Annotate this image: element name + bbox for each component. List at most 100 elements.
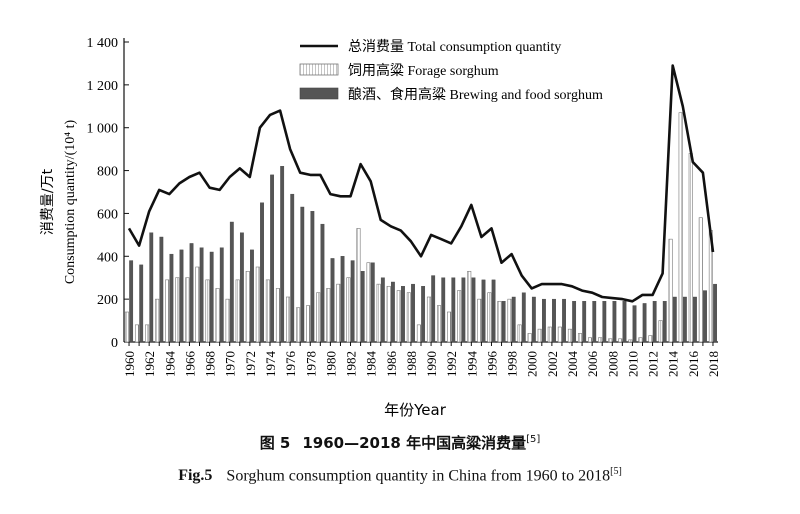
forage-bar — [316, 292, 321, 343]
forage-bar — [457, 290, 462, 343]
brewing-food-bar — [672, 296, 677, 343]
forage-bar — [688, 153, 693, 343]
brewing-food-bar — [491, 279, 496, 343]
x-tick-label: 2016 — [686, 351, 701, 378]
forage-bar — [255, 266, 260, 343]
y-tick-label: 800 — [97, 165, 118, 180]
x-tick-label: 1994 — [464, 351, 479, 378]
forage-bar — [185, 277, 190, 343]
y-tick-label: 200 — [97, 293, 118, 308]
forage-bar — [386, 285, 391, 343]
brewing-food-bar — [451, 277, 456, 343]
x-tick-label: 1980 — [323, 351, 338, 377]
brewing-food-bar — [401, 286, 405, 343]
forage-bar — [557, 326, 562, 343]
forage-bar — [265, 279, 270, 343]
brewing-food-bar — [129, 260, 134, 343]
forage-bar — [376, 283, 381, 343]
x-tick-label: 2014 — [666, 351, 681, 378]
brewing-food-bar — [511, 296, 516, 343]
caption-cn-figure-number: 图 5 — [259, 434, 291, 452]
brewing-food-bar — [330, 258, 335, 343]
brewing-food-bar — [592, 301, 597, 343]
brewing-food-bar — [270, 174, 275, 343]
forage-bar — [235, 279, 240, 343]
x-tick-label: 1982 — [344, 351, 359, 377]
caption-english: Fig.5 Sorghum consumption quantity in Chi… — [0, 466, 800, 485]
brewing-food-bar — [310, 211, 315, 343]
forage-bar — [124, 311, 129, 343]
x-tick-label: 1962 — [142, 351, 157, 377]
brewing-food-bar — [461, 277, 466, 343]
forage-bar — [467, 270, 472, 343]
y-tick-label: 1 200 — [87, 79, 119, 94]
forage-bar — [487, 292, 492, 343]
y-tick-label: 1 000 — [87, 122, 119, 137]
brewing-food-bar — [471, 277, 476, 343]
forage-bar — [698, 217, 703, 343]
brewing-food-bar — [360, 271, 365, 343]
brewing-food-bar — [431, 275, 436, 343]
legend-hatched-swatch — [299, 63, 339, 76]
brewing-food-bar — [149, 232, 154, 343]
legend-label-forage: 饲用高粱 Forage sorghum — [348, 62, 499, 79]
forage-bar — [396, 290, 401, 343]
y-axis-label-chinese: 消费量/万t — [40, 168, 56, 235]
brewing-food-bar — [642, 303, 647, 343]
forage-bar — [648, 335, 653, 343]
forage-bar — [145, 324, 150, 343]
forage-bar — [678, 112, 683, 343]
x-tick-label: 2010 — [625, 351, 640, 377]
x-tick-label: 1966 — [182, 351, 197, 378]
brewing-food-bar — [320, 223, 325, 343]
brewing-food-bar — [542, 298, 546, 343]
forage-bar — [598, 337, 603, 343]
forage-bar — [134, 324, 140, 343]
forage-bar — [356, 228, 361, 343]
brewing-food-bar — [693, 296, 697, 343]
chart-svg: 0 200 400 600 800 1 000 1 200 1 400 1960 1962 1964… — [40, 36, 721, 419]
legend-label-total: 总消费量 Total consumption quantity — [348, 39, 561, 55]
x-tick-label: 1990 — [424, 351, 439, 377]
brewing-food-bar — [199, 247, 204, 343]
forage-bar — [285, 296, 291, 343]
brewing-food-bar — [229, 221, 234, 343]
x-axis-label: 年份Year — [384, 401, 447, 419]
brewing-food-bar — [622, 301, 627, 343]
forage-bar — [618, 338, 623, 343]
forage-bar — [426, 296, 431, 343]
brewing-food-bar — [209, 251, 214, 343]
brewing-food-bar — [350, 260, 355, 343]
forage-bar — [588, 337, 593, 343]
forage-bar — [547, 326, 552, 343]
x-tick-label: 1970 — [223, 351, 238, 377]
forage-bar — [275, 288, 280, 343]
x-tick-label: 1984 — [364, 351, 379, 378]
x-tick-label: 1972 — [243, 351, 258, 377]
brewing-food-bar — [582, 301, 587, 343]
brewing-food-bar — [260, 202, 264, 343]
brewing-food-bar — [159, 236, 164, 343]
y-tick-label: 0 — [111, 336, 118, 351]
forage-bar — [336, 283, 341, 343]
x-tick-label: 1988 — [404, 351, 419, 377]
brewing-food-bar — [250, 249, 254, 343]
x-tick-label: 2012 — [646, 351, 661, 377]
brewing-food-bar — [441, 277, 446, 343]
forage-bar — [608, 338, 613, 343]
forage-bar — [658, 320, 663, 343]
brewing-food-bar — [531, 296, 536, 343]
x-tick-label: 2000 — [525, 351, 540, 377]
brewing-food-bar — [280, 166, 285, 343]
forage-bar — [668, 238, 673, 343]
caption-cn-text: 1960—2018 年中国高粱消费量 — [302, 434, 527, 452]
forage-bar — [577, 333, 582, 343]
forage-bar — [225, 298, 230, 343]
caption-en-reference: [5] — [610, 466, 622, 477]
x-tick-label: 1978 — [303, 351, 318, 377]
brewing-food-bar — [370, 262, 375, 343]
brewing-food-bar — [219, 247, 224, 343]
forage-bar — [437, 305, 442, 343]
forage-bar — [346, 277, 351, 343]
brewing-food-bar — [682, 296, 687, 343]
